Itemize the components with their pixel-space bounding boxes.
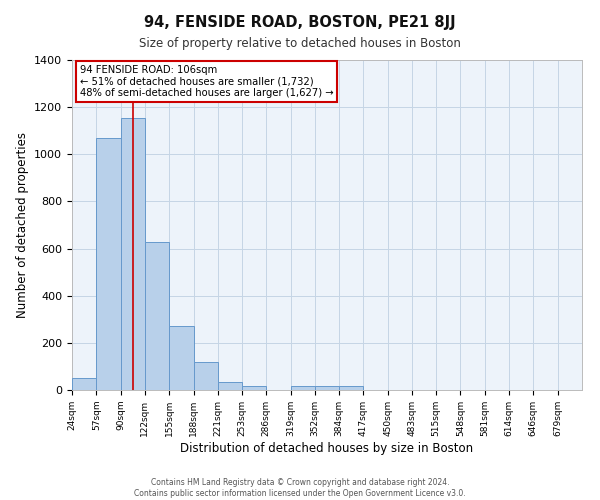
Bar xyxy=(121,118,145,390)
Text: 94 FENSIDE ROAD: 106sqm
← 51% of detached houses are smaller (1,732)
48% of semi: 94 FENSIDE ROAD: 106sqm ← 51% of detache… xyxy=(80,65,333,98)
Text: 94, FENSIDE ROAD, BOSTON, PE21 8JJ: 94, FENSIDE ROAD, BOSTON, PE21 8JJ xyxy=(144,15,456,30)
Bar xyxy=(72,378,97,390)
Bar xyxy=(145,242,169,390)
Bar xyxy=(97,138,121,390)
Bar xyxy=(315,386,339,390)
Bar xyxy=(290,386,315,390)
Bar xyxy=(218,382,242,390)
Y-axis label: Number of detached properties: Number of detached properties xyxy=(16,132,29,318)
Bar xyxy=(169,326,194,390)
Text: Size of property relative to detached houses in Boston: Size of property relative to detached ho… xyxy=(139,38,461,51)
Bar xyxy=(194,362,218,390)
Bar xyxy=(339,386,364,390)
X-axis label: Distribution of detached houses by size in Boston: Distribution of detached houses by size … xyxy=(181,442,473,454)
Text: Contains HM Land Registry data © Crown copyright and database right 2024.
Contai: Contains HM Land Registry data © Crown c… xyxy=(134,478,466,498)
Bar xyxy=(242,386,266,390)
